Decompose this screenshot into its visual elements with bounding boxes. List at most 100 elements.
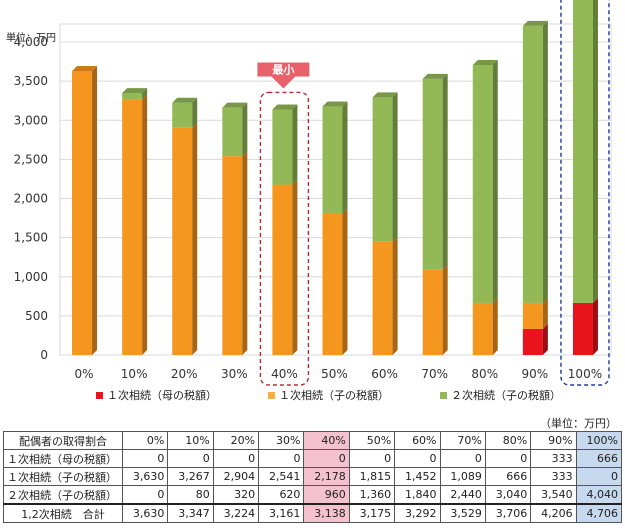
table-cell: 0 [121, 449, 169, 468]
table-cell: 4,040 [575, 485, 623, 505]
bar-top [272, 104, 298, 110]
bar-segment-side [392, 92, 398, 242]
bar-segment [522, 328, 543, 355]
y-tick-label: 2,500 [14, 152, 48, 166]
bar-top [522, 20, 548, 26]
table-cell: 0 [212, 449, 260, 468]
bar-segment-side [142, 88, 148, 100]
y-tick-label: 3,500 [14, 74, 48, 88]
table-cell: 960 [303, 485, 350, 505]
bar-segment-side [292, 104, 298, 185]
bar-segment-side [592, 0, 598, 303]
table-header-row: 配偶者の取得割合 0% 10% 20% 30% 40% 50% 60% 70% … [3, 431, 623, 450]
table-header-cell: 配偶者の取得割合 [3, 431, 123, 450]
tax-data-table: 配偶者の取得割合 0% 10% 20% 30% 40% 50% 60% 70% … [3, 431, 623, 523]
bar-segment [122, 93, 143, 100]
table-header-cell: 70% [439, 431, 486, 450]
table-cell: 3,347 [167, 503, 214, 523]
table-cell: 2,178 [303, 467, 350, 486]
table-cell: 0 [167, 449, 214, 468]
table-cell: 3,040 [484, 485, 532, 505]
table-cell: 3,540 [530, 485, 577, 505]
stacked-bar-chart: 0 500 1,000 1,500 2,000 2,500 3,000 3,500 4,000 0… [14, 0, 612, 386]
legend-label: ２次相続（子の税額） [451, 389, 561, 402]
y-tick-label: 500 [25, 309, 48, 323]
x-tick-label: 90% [522, 367, 549, 381]
table-row: ２次相続（子の税額） 0 80 320 620 960 1,360 1,840 … [3, 485, 623, 505]
table-row: １次相続（子の税額） 3,630 3,267 2,904 2,541 2,178… [3, 467, 623, 486]
table-cell: 1,815 [348, 467, 396, 486]
bar-segment-side [392, 236, 398, 355]
table-cell: 3,630 [121, 503, 169, 523]
bar-segment [322, 106, 343, 213]
bar-segment-side [142, 94, 148, 356]
table-header-cell: 30% [258, 431, 305, 450]
table-cell: 3,630 [121, 467, 169, 486]
bar-segment [472, 65, 493, 303]
table-cell: 0 [439, 449, 486, 468]
table-unit-label: （単位：万円） [540, 417, 617, 430]
bar-segment [422, 269, 443, 355]
arrow-label: 最小 [272, 62, 294, 76]
bar-top [172, 97, 198, 103]
table-header-cell: 0% [121, 431, 169, 450]
chart-legend: １次相続（母の税額） １次相続（子の税額） ２次相続（子の税額） [96, 387, 596, 405]
table-cell: 3,706 [484, 503, 532, 523]
table-cell: 2,904 [212, 467, 260, 486]
table-cell: 666 [484, 467, 532, 486]
x-tick-label: 70% [421, 367, 448, 381]
bar-segment [122, 99, 143, 356]
table-cell: 620 [258, 485, 305, 505]
legend-swatch-orange [268, 391, 275, 399]
table-cell: 0 [258, 449, 305, 468]
table-cell: 333 [530, 449, 577, 468]
table-cell: 666 [575, 449, 623, 468]
bar-segment-side [192, 122, 198, 356]
y-tick-label: 1,500 [14, 231, 48, 245]
table-cell: 333 [530, 467, 577, 486]
bar-segment [372, 97, 393, 242]
table-row: １次相続（母の税額） 0 0 0 0 0 0 0 0 0 333 666 [3, 449, 623, 468]
legend-item-child-tax-2: ２次相続（子の税額） [440, 387, 561, 403]
bar-segment [72, 70, 93, 355]
bar-segment-side [342, 101, 348, 213]
bar-segment-side [242, 151, 248, 355]
legend-item-mother-tax: １次相続（母の税額） [96, 387, 217, 403]
bar-segment [422, 78, 443, 270]
table-cell: 2,440 [439, 485, 486, 505]
bar-segment-side [542, 323, 548, 355]
bar-segment [172, 102, 193, 128]
legend-swatch-red [96, 391, 103, 399]
bar-segment-side [442, 264, 448, 355]
table-row-label: １次相続（母の税額） [3, 449, 123, 468]
bar-segment [472, 302, 493, 355]
table-header-cell-max: 100% [575, 431, 623, 450]
arrow-marker [257, 62, 310, 89]
x-tick-label: 0% [75, 367, 94, 381]
table-cell: 1,089 [439, 467, 486, 486]
bar-segment [372, 241, 393, 355]
legend-label: １次相続（子の税額） [279, 389, 389, 402]
table-header-cell: 10% [167, 431, 214, 450]
x-tick-label: 20% [171, 367, 198, 381]
y-tick-label: 2,000 [14, 192, 48, 206]
table-cell: 3,161 [258, 503, 305, 523]
bar-segment-side [192, 97, 198, 128]
highlight-frame [259, 91, 310, 386]
y-tick-label: 1,000 [14, 270, 48, 284]
table-header-cell-min: 40% [303, 431, 350, 450]
bar-segment-side [292, 179, 298, 355]
legend-item-child-tax-1: １次相続（子の税額） [268, 387, 389, 403]
table-cell: 320 [212, 485, 260, 505]
bar-segment-side [242, 102, 248, 157]
bar-segment [522, 25, 543, 303]
legend-swatch-green [440, 391, 447, 399]
table-cell: 0 [484, 449, 532, 468]
x-tick-label: 50% [321, 367, 348, 381]
bar-top [472, 60, 498, 66]
bar-top [372, 92, 398, 98]
bar-top [72, 65, 98, 71]
table-row-label: 1,2次相続 合計 [3, 503, 123, 523]
y-tick-label: 3,000 [14, 113, 48, 127]
y-tick-label: 0 [40, 348, 48, 362]
